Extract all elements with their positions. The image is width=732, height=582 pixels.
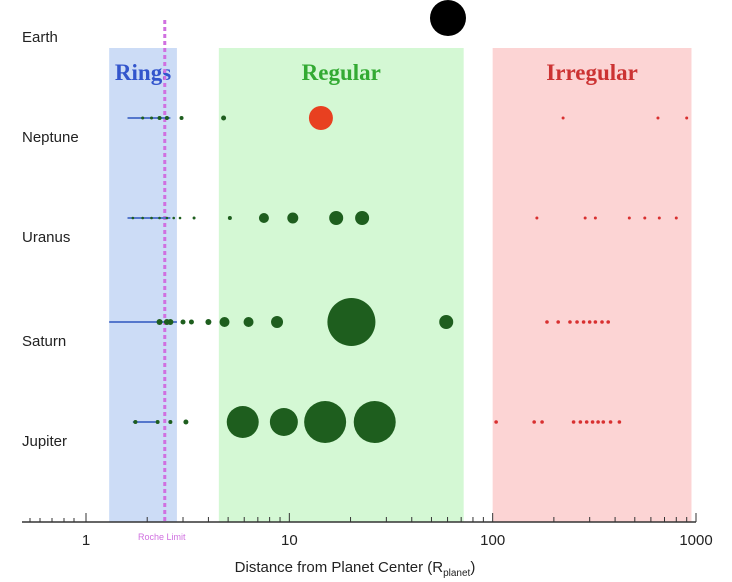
moon-point-jupiter-irregular: [578, 420, 583, 424]
moon-point-uranus-regular: [131, 216, 135, 220]
moon-point-saturn-regular: [167, 319, 174, 325]
moon-point-jupiter-irregular: [571, 420, 576, 424]
x-tick-label-100: 100: [480, 532, 505, 549]
moon-point-saturn-irregular: [606, 320, 611, 324]
moon-point-jupiter-regular: [304, 401, 347, 443]
moon-point-saturn-regular: [219, 317, 230, 327]
moon-point-uranus-regular: [355, 211, 370, 225]
region-irregular-band: [492, 48, 692, 522]
moon-point-saturn-regular: [180, 319, 186, 325]
moon-point-saturn-regular: [188, 319, 194, 325]
moon-point-uranus-irregular: [657, 216, 661, 220]
row-label-uranus: Uranus: [22, 229, 70, 246]
x-tick-label-1000: 1000: [679, 532, 712, 549]
moon-point-uranus-irregular: [627, 216, 631, 220]
moon-point-uranus-regular: [150, 216, 153, 220]
moon-point-uranus-regular: [141, 216, 144, 220]
roche-limit-layer: Roche Limit: [138, 20, 186, 542]
moon-point-saturn-irregular: [575, 320, 579, 324]
moon-point-uranus-irregular: [593, 216, 597, 220]
moon-point-saturn-regular: [327, 298, 376, 346]
moon-point-neptune-regular: [141, 116, 145, 120]
moon-point-saturn-regular: [243, 317, 254, 327]
moon-point-jupiter-irregular: [584, 420, 589, 424]
moon-point-uranus-irregular: [643, 216, 647, 220]
moon-point-saturn-regular: [156, 319, 163, 325]
row-label-earth: Earth: [22, 29, 58, 46]
row-label-saturn: Saturn: [22, 333, 66, 350]
moon-point-uranus-regular: [329, 211, 344, 225]
moon-point-saturn-regular: [205, 319, 212, 325]
moon-point-uranus-regular: [192, 216, 196, 220]
moon-point-earth-regular: [429, 0, 466, 36]
moon-point-neptune-regular: [221, 115, 227, 121]
moon-point-neptune-regular: [157, 116, 162, 120]
moon-point-uranus-regular: [227, 216, 232, 220]
moon-point-saturn-regular: [439, 315, 454, 329]
region-rings-label: Rings: [115, 60, 171, 85]
region-regular-label: Regular: [302, 60, 381, 85]
x-tick-label-1: 1: [82, 532, 90, 549]
x-axis-title-main: Distance from Planet Center (R: [235, 559, 444, 576]
moon-point-jupiter-regular: [183, 419, 189, 425]
moon-point-saturn-irregular: [568, 320, 572, 324]
moon-point-saturn-irregular: [556, 320, 560, 324]
moon-point-uranus-regular: [287, 212, 299, 224]
x-axis-title: Distance from Planet Center (Rplanet): [235, 559, 476, 579]
region-regular-band: [218, 48, 464, 522]
moon-point-jupiter-regular: [155, 420, 160, 424]
row-label-jupiter: Jupiter: [22, 433, 67, 450]
moon-point-neptune-captured: [308, 106, 333, 130]
moon-point-uranus-regular: [178, 216, 182, 220]
moon-point-neptune-irregular: [561, 116, 565, 120]
moon-point-jupiter-regular: [353, 401, 396, 443]
moon-point-neptune-regular: [179, 116, 184, 120]
moon-point-uranus-irregular: [583, 216, 587, 220]
moon-point-jupiter-irregular: [532, 420, 536, 424]
region-bands: Rings Regular Irregular: [109, 48, 692, 522]
region-irregular-label: Irregular: [546, 60, 638, 85]
x-axis-title-subscript: planet: [443, 568, 470, 579]
planet-row-labels: Earth Neptune Uranus Saturn Jupiter: [22, 29, 79, 450]
moon-point-saturn-irregular: [587, 320, 592, 324]
moon-point-neptune-regular: [164, 116, 169, 120]
moon-point-jupiter-regular: [168, 420, 173, 424]
moon-point-saturn-irregular: [581, 320, 586, 324]
roche-limit-label: Roche Limit: [138, 532, 186, 542]
moon-point-saturn-regular: [271, 316, 284, 328]
moon-point-jupiter-irregular: [540, 420, 544, 424]
moon-point-neptune-irregular: [656, 116, 660, 120]
moon-point-uranus-regular: [165, 216, 169, 220]
moon-point-neptune-regular: [150, 116, 154, 120]
x-tick-label-10: 10: [281, 532, 298, 549]
moon-point-jupiter-irregular: [617, 420, 622, 424]
moon-point-uranus-regular: [258, 213, 269, 223]
moon-point-jupiter-irregular: [601, 420, 606, 424]
x-axis: 1 10 100 1000: [22, 513, 713, 549]
moon-point-uranus-irregular: [535, 216, 539, 220]
moon-points: [131, 0, 689, 443]
moon-point-jupiter-regular: [226, 406, 259, 438]
moon-point-saturn-irregular: [593, 320, 598, 324]
moon-point-jupiter-regular: [133, 420, 138, 424]
moon-point-uranus-regular: [158, 216, 161, 220]
moon-point-uranus-irregular: [674, 216, 678, 220]
moon-point-jupiter-irregular: [608, 420, 613, 424]
moon-point-jupiter-irregular: [590, 420, 595, 424]
row-label-neptune: Neptune: [22, 129, 79, 146]
x-axis-title-suffix: ): [470, 559, 475, 576]
moon-point-neptune-irregular: [685, 116, 689, 120]
moon-point-saturn-irregular: [545, 320, 549, 324]
moon-point-jupiter-regular: [269, 408, 298, 436]
moon-point-uranus-regular: [172, 216, 176, 220]
moon-point-saturn-irregular: [600, 320, 604, 324]
moon-point-jupiter-irregular: [596, 420, 600, 424]
moon-point-jupiter-irregular: [494, 420, 498, 424]
